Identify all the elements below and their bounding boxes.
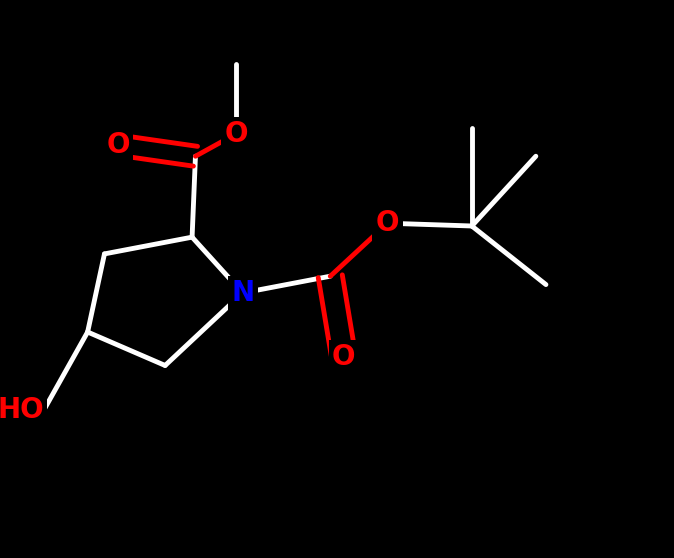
Text: O: O — [332, 343, 355, 371]
Text: O: O — [224, 120, 247, 148]
Text: O: O — [106, 131, 129, 159]
Text: N: N — [231, 279, 254, 307]
Text: HO: HO — [0, 396, 44, 424]
Text: O: O — [376, 209, 399, 237]
